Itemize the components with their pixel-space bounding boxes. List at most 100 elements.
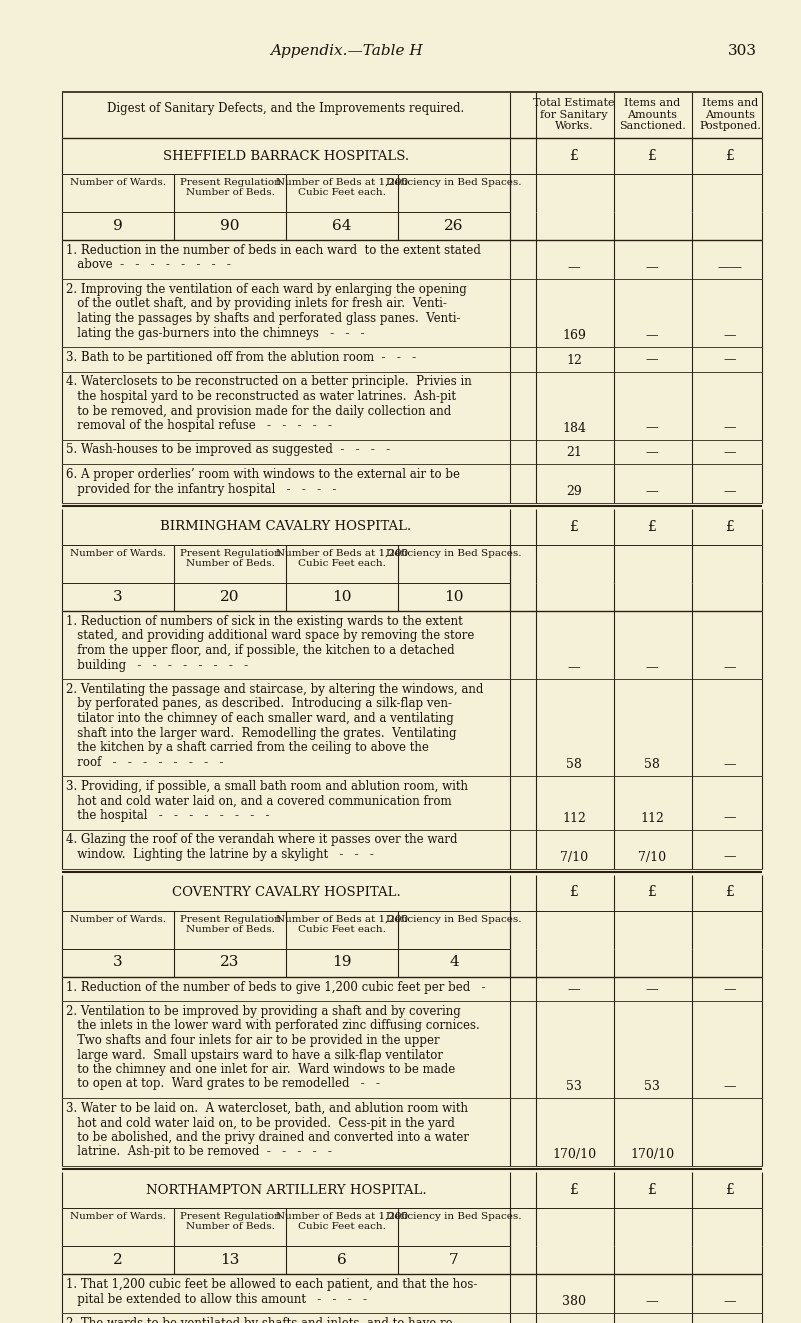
- Text: 2: 2: [113, 1253, 123, 1267]
- Text: 3: 3: [113, 955, 123, 970]
- Text: —: —: [724, 422, 736, 434]
- Text: shaft into the larger ward.  Remodelling the grates.  Ventilating: shaft into the larger ward. Remodelling …: [66, 726, 457, 740]
- Text: above  -   -   -   -   -   -   -   -: above - - - - - - - -: [66, 258, 231, 271]
- Text: —: —: [646, 983, 658, 996]
- Text: Number of Beds at 1,200
Cubic Feet each.: Number of Beds at 1,200 Cubic Feet each.: [276, 549, 409, 569]
- Text: 13: 13: [220, 1253, 239, 1267]
- Text: 53: 53: [644, 1080, 660, 1093]
- Text: 170/10: 170/10: [552, 1148, 596, 1162]
- Text: 1. Reduction of numbers of sick in the existing wards to the extent: 1. Reduction of numbers of sick in the e…: [66, 615, 463, 628]
- Text: 1. Reduction in the number of beds in each ward  to the extent stated: 1. Reduction in the number of beds in ea…: [66, 243, 481, 257]
- Text: —: —: [724, 1080, 736, 1093]
- Text: Two shafts and four inlets for air to be provided in the upper: Two shafts and four inlets for air to be…: [66, 1035, 440, 1046]
- Text: 4. Waterclosets to be reconstructed on a better principle.  Privies in: 4. Waterclosets to be reconstructed on a…: [66, 376, 472, 389]
- Text: 170/10: 170/10: [630, 1148, 674, 1162]
- Text: Present Regulation
Number of Beds.: Present Regulation Number of Beds.: [179, 549, 280, 569]
- Text: Number of Beds at 1,200
Cubic Feet each.: Number of Beds at 1,200 Cubic Feet each.: [276, 914, 409, 934]
- Text: £: £: [726, 1183, 735, 1197]
- Text: —: —: [724, 983, 736, 996]
- Text: —: —: [646, 1295, 658, 1308]
- Text: £: £: [570, 520, 578, 534]
- Text: of the outlet shaft, and by providing inlets for fresh air.  Venti-: of the outlet shaft, and by providing in…: [66, 298, 447, 311]
- Text: —: —: [724, 353, 736, 366]
- Text: 53: 53: [566, 1080, 582, 1093]
- Text: NORTHAMPTON ARTILLERY HOSPITAL.: NORTHAMPTON ARTILLERY HOSPITAL.: [146, 1184, 426, 1196]
- Text: pital be extended to allow this amount   -   -   -   -: pital be extended to allow this amount -…: [66, 1293, 367, 1306]
- Text: 58: 58: [566, 758, 582, 771]
- Text: 26: 26: [445, 220, 464, 233]
- Text: 10: 10: [445, 590, 464, 605]
- Text: 2. Ventilation to be improved by providing a shaft and by covering: 2. Ventilation to be improved by providi…: [66, 1005, 461, 1017]
- Text: 20: 20: [220, 590, 239, 605]
- Text: 6: 6: [337, 1253, 347, 1267]
- Text: Number of Wards.: Number of Wards.: [70, 914, 166, 923]
- Text: Number of Wards.: Number of Wards.: [70, 179, 166, 187]
- Text: 10: 10: [332, 590, 352, 605]
- Text: Number of Wards.: Number of Wards.: [70, 549, 166, 558]
- Text: £: £: [726, 149, 735, 163]
- Text: —: —: [646, 261, 658, 274]
- Text: 2. The wards to be ventilated by shafts and inlets, and to have re-: 2. The wards to be ventilated by shafts …: [66, 1316, 457, 1323]
- Text: 29: 29: [566, 486, 582, 497]
- Text: —: —: [646, 446, 658, 459]
- Text: —: —: [724, 811, 736, 824]
- Text: 90: 90: [220, 220, 239, 233]
- Text: 7: 7: [449, 1253, 459, 1267]
- Text: by perforated panes, as described.  Introducing a silk-flap ven-: by perforated panes, as described. Intro…: [66, 697, 452, 710]
- Text: hot and cold water laid on, and a covered communication from: hot and cold water laid on, and a covere…: [66, 795, 452, 807]
- Text: the kitchen by a shaft carried from the ceiling to above the: the kitchen by a shaft carried from the …: [66, 741, 429, 754]
- Text: —: —: [646, 662, 658, 673]
- Text: to open at top.  Ward grates to be remodelled   -   -: to open at top. Ward grates to be remode…: [66, 1077, 380, 1090]
- Text: to be abolished, and the privy drained and converted into a water: to be abolished, and the privy drained a…: [66, 1131, 469, 1144]
- Text: 3. Bath to be partitioned off from the ablution room  -   -   -: 3. Bath to be partitioned off from the a…: [66, 351, 417, 364]
- Text: 7/10: 7/10: [638, 851, 666, 864]
- Text: Deficiency in Bed Spaces.: Deficiency in Bed Spaces.: [386, 1212, 521, 1221]
- Text: Deficiency in Bed Spaces.: Deficiency in Bed Spaces.: [386, 179, 521, 187]
- Text: 7/10: 7/10: [560, 851, 588, 864]
- Text: BIRMINGHAM CAVALRY HOSPITAL.: BIRMINGHAM CAVALRY HOSPITAL.: [160, 520, 412, 533]
- Text: £: £: [570, 1183, 578, 1197]
- Text: 303: 303: [728, 44, 757, 58]
- Text: 2. Improving the ventilation of each ward by enlarging the opening: 2. Improving the ventilation of each war…: [66, 283, 467, 296]
- Text: —: —: [724, 662, 736, 673]
- Text: —: —: [724, 446, 736, 459]
- Text: 184: 184: [562, 422, 586, 434]
- Text: £: £: [726, 885, 735, 900]
- Text: hot and cold water laid on, to be provided.  Cess-pit in the yard: hot and cold water laid on, to be provid…: [66, 1117, 455, 1130]
- Text: 9: 9: [113, 220, 123, 233]
- Text: 23: 23: [220, 955, 239, 970]
- Text: tilator into the chimney of each smaller ward, and a ventilating: tilator into the chimney of each smaller…: [66, 712, 453, 725]
- Text: 1. That 1,200 cubic feet be allowed to each patient, and that the hos-: 1. That 1,200 cubic feet be allowed to e…: [66, 1278, 477, 1291]
- Text: Number of Beds at 1,200
Cubic Feet each.: Number of Beds at 1,200 Cubic Feet each.: [276, 1212, 409, 1232]
- Text: —: —: [724, 758, 736, 771]
- Text: large ward.  Small upstairs ward to have a silk-flap ventilator: large ward. Small upstairs ward to have …: [66, 1049, 443, 1061]
- Text: £: £: [647, 885, 657, 900]
- Text: —: —: [646, 353, 658, 366]
- Text: Items and
Amounts
Sanctioned.: Items and Amounts Sanctioned.: [618, 98, 686, 131]
- Text: Number of Beds at 1,200
Cubic Feet each.: Number of Beds at 1,200 Cubic Feet each.: [276, 179, 409, 197]
- Text: —: —: [568, 261, 580, 274]
- Text: 4. Glazing the roof of the verandah where it passes over the ward: 4. Glazing the roof of the verandah wher…: [66, 833, 457, 847]
- Text: £: £: [570, 885, 578, 900]
- Text: £: £: [647, 149, 657, 163]
- Text: —: —: [568, 983, 580, 996]
- Text: window.  Lighting the latrine by a skylight   -   -   -: window. Lighting the latrine by a skylig…: [66, 848, 374, 861]
- Text: provided for the infantry hospital   -   -   -   -: provided for the infantry hospital - - -…: [66, 483, 336, 496]
- Text: Appendix.—Table H: Appendix.—Table H: [270, 44, 423, 58]
- Text: —: —: [724, 486, 736, 497]
- Text: 3. Water to be laid on.  A watercloset, bath, and ablution room with: 3. Water to be laid on. A watercloset, b…: [66, 1102, 468, 1115]
- Text: —: —: [646, 329, 658, 343]
- Text: 12: 12: [566, 353, 582, 366]
- Text: £: £: [726, 520, 735, 534]
- Text: Items and
Amounts
Postponed.: Items and Amounts Postponed.: [699, 98, 761, 131]
- Text: Total Estimate
for Sanitary
Works.: Total Estimate for Sanitary Works.: [533, 98, 614, 131]
- Text: ——: ——: [718, 261, 743, 274]
- Text: —: —: [646, 486, 658, 497]
- Text: Deficiency in Bed Spaces.: Deficiency in Bed Spaces.: [386, 914, 521, 923]
- Text: Present Regulation
Number of Beds.: Present Regulation Number of Beds.: [179, 914, 280, 934]
- Text: 3: 3: [113, 590, 123, 605]
- Text: 19: 19: [332, 955, 352, 970]
- Text: 5. Wash-houses to be improved as suggested  -   -   -   -: 5. Wash-houses to be improved as suggest…: [66, 443, 390, 456]
- Text: 58: 58: [644, 758, 660, 771]
- Text: stated, and providing additional ward space by removing the store: stated, and providing additional ward sp…: [66, 630, 474, 643]
